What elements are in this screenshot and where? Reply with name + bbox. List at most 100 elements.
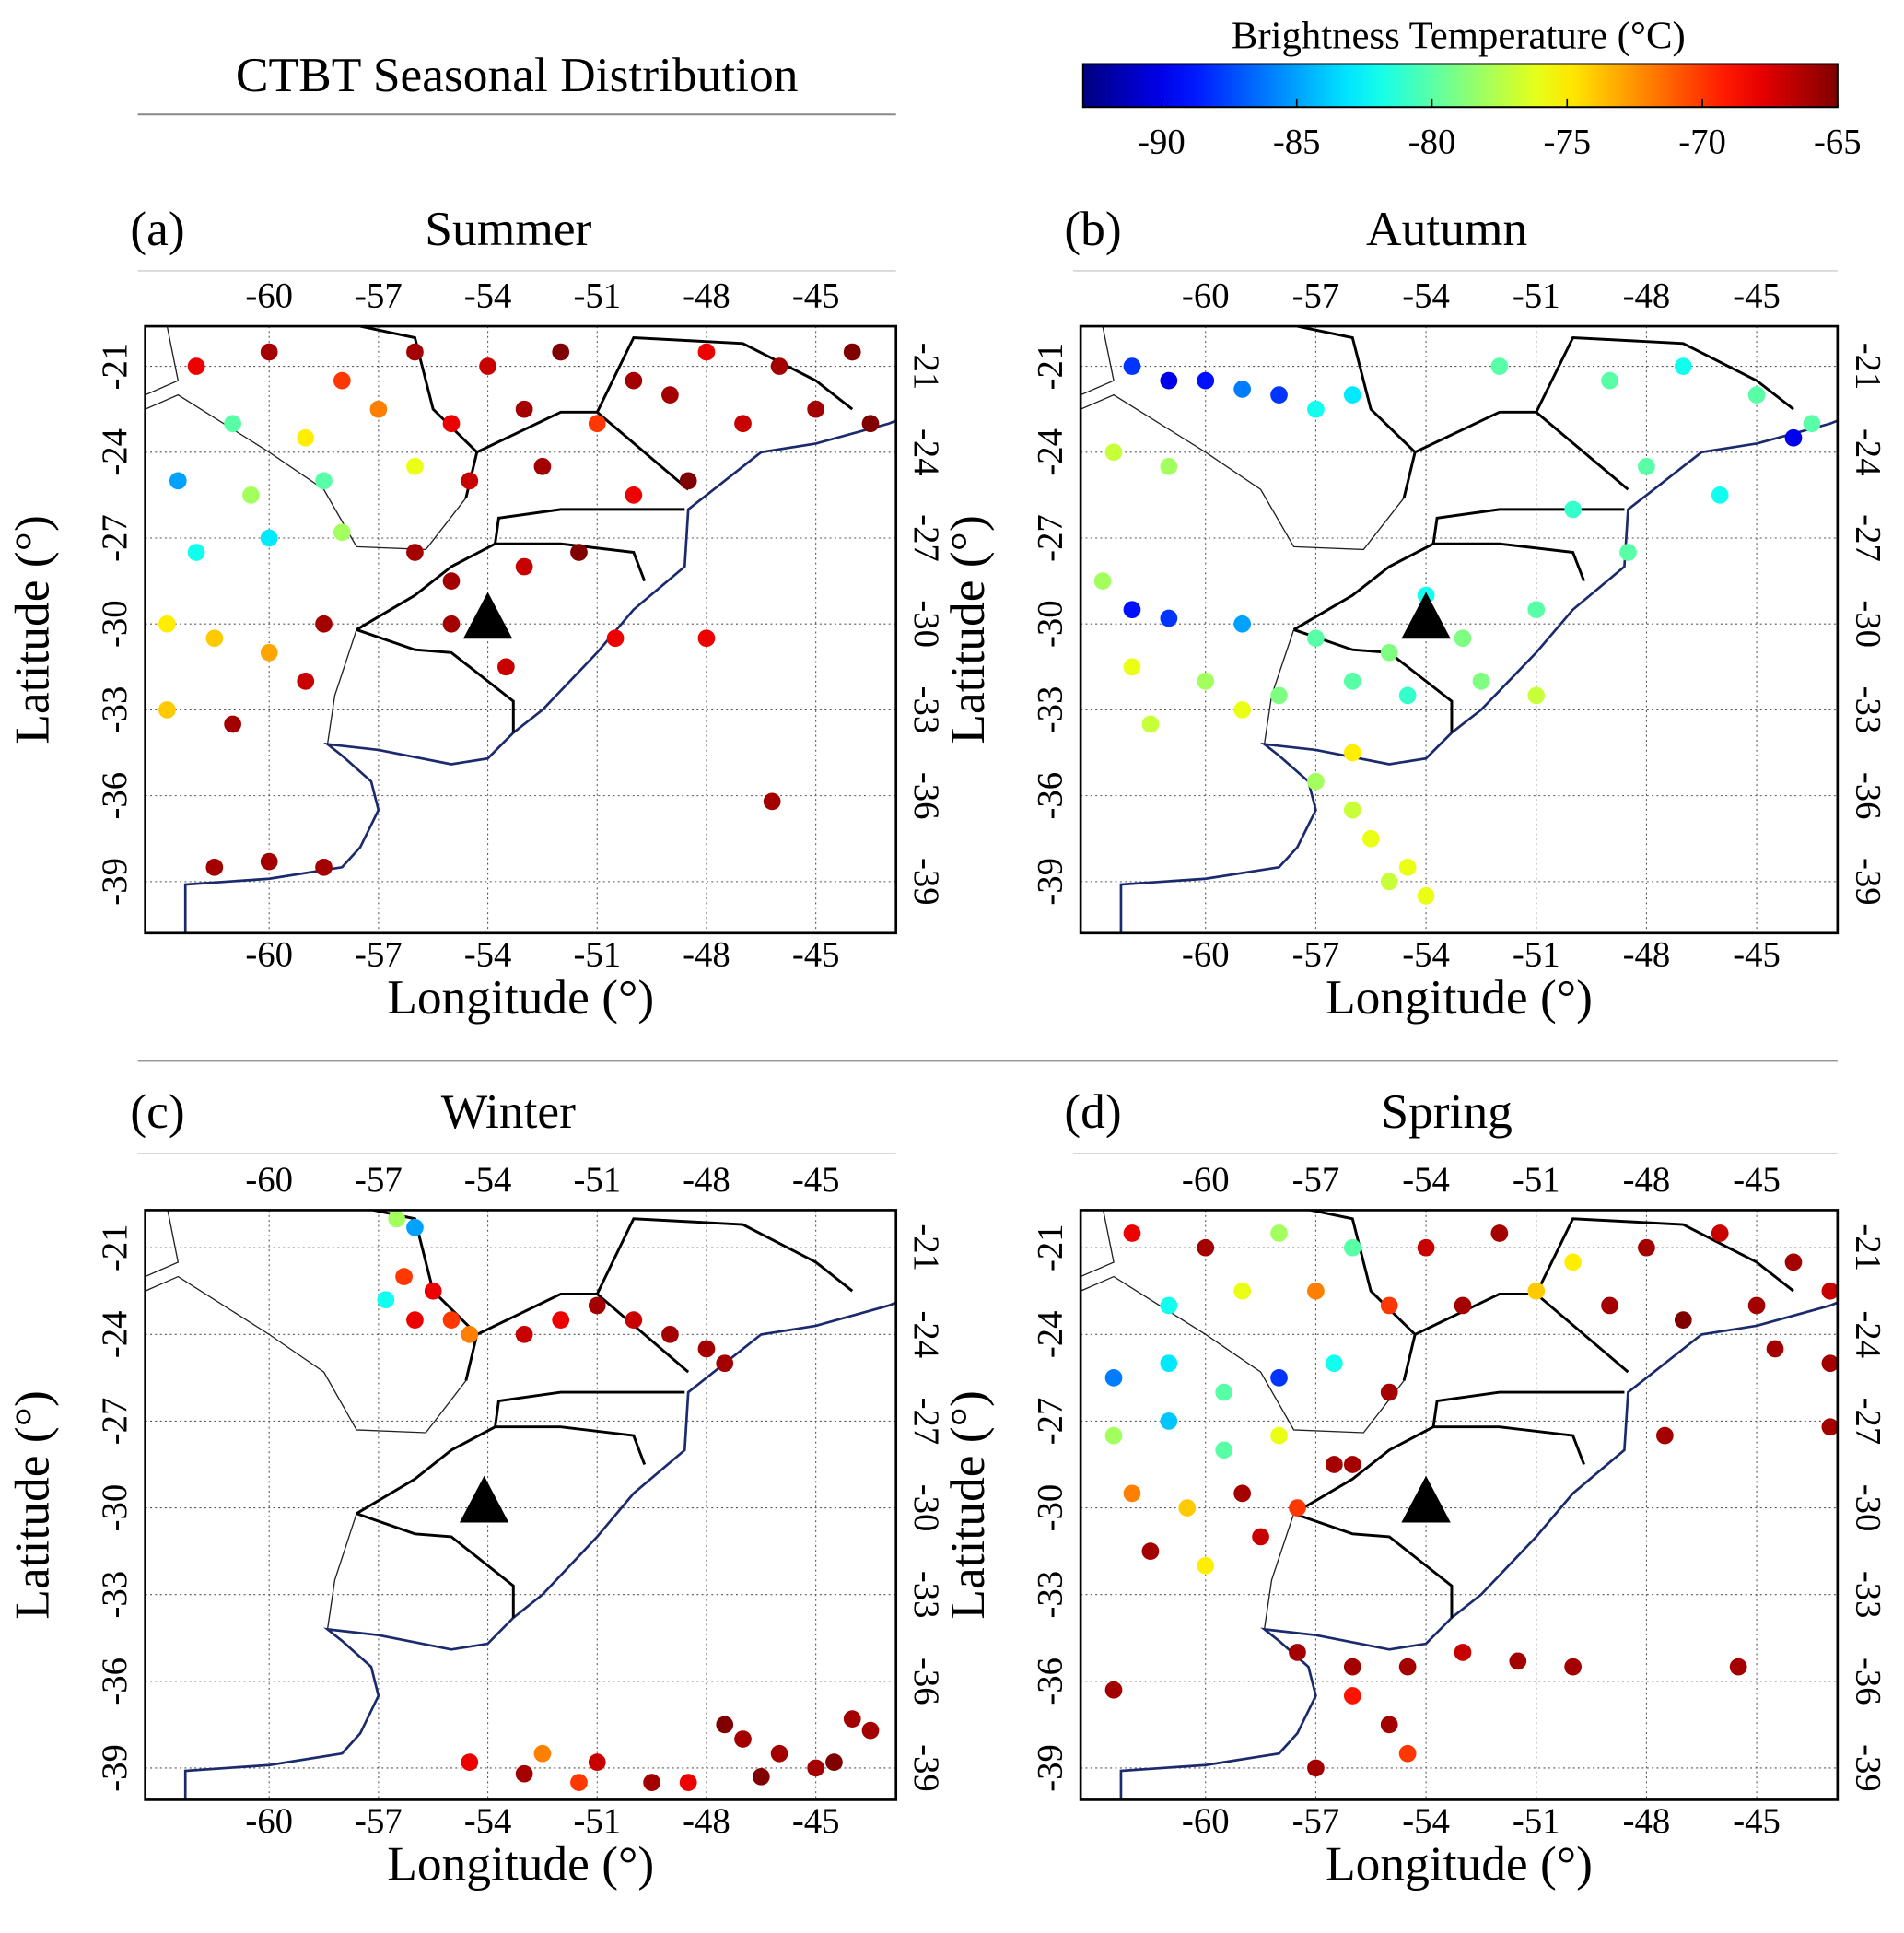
cloud-top-point [1380,1383,1398,1401]
x-tick-label-top: -60 [245,276,293,316]
cloud-top-point [734,1730,752,1748]
cloud-top-point [861,1721,880,1740]
y-tick-label: -39 [95,1744,134,1792]
x-axis-label: Longitude (°) [387,969,654,1025]
state-border [356,628,515,733]
cloud-top-point [1674,1311,1692,1329]
cloud-top-point [1472,673,1490,690]
y-axis-label: Latitude (°) [4,1390,59,1619]
cloud-top-point [770,357,788,375]
cloud-top-point [1326,1354,1343,1373]
site-marker [1401,592,1451,639]
state-border [464,410,690,498]
cloud-top-point [1380,643,1398,662]
cloud-top-point [1803,415,1821,433]
cloud-top-point [1380,1296,1398,1315]
cloud-top-point [1343,1687,1361,1705]
cloud-top-point [1747,386,1766,404]
panel-title: Winter [441,1084,576,1139]
cloud-top-point [1233,381,1251,398]
cloud-top-point [1821,1282,1838,1300]
x-tick-label-top: -51 [1513,1160,1560,1200]
cloud-top-point [1527,1282,1546,1300]
cloud-top-point [1104,1369,1123,1387]
cloud-top-point [552,1311,570,1329]
cloud-top-point [461,472,479,490]
cloud-top-point [406,343,424,361]
x-tick-label-top: -51 [573,1160,621,1200]
panel: (c) Winter Longitude (°) Latitude (°) -60 -60… [4,1084,946,1891]
cloud-top-point [1490,357,1509,375]
cloud-top-point [158,701,176,719]
panel-label: (b) [1064,201,1121,256]
cloud-top-point [1197,1556,1215,1575]
state-border [1431,508,1625,545]
cloud-top-point [260,852,278,871]
x-tick-label: -57 [355,934,403,974]
cloud-top-point [1343,673,1361,690]
state-border [1303,1210,1417,1336]
x-tick-label-top: -57 [1292,1160,1340,1200]
cloud-top-point [1380,1716,1398,1734]
y-tick-label-right: -39 [1848,1744,1887,1792]
cloud-top-point [643,1774,660,1791]
y-tick-label-right: -30 [906,1484,946,1532]
x-tick-label: -45 [1733,1801,1781,1841]
cloud-top-point [1233,615,1251,633]
x-tick-label-top: -57 [355,276,403,316]
cloud-top-point [406,1311,424,1329]
x-tick-label-top: -45 [1733,276,1781,316]
state-border [356,1512,515,1618]
y-tick-label-right: -33 [1848,1571,1887,1619]
cloud-top-point [1104,443,1123,462]
cloud-top-point [752,1767,770,1786]
cloud-top-point [205,858,224,876]
x-tick-label-top: -54 [1402,1160,1450,1200]
state-border [1402,1292,1629,1381]
state-border [1297,326,1417,453]
x-tick-label-top: -57 [1292,276,1340,316]
cloud-top-point [515,557,533,576]
cloud-top-point [697,343,716,361]
panel-label: (d) [1064,1084,1121,1139]
cloud-top-point [461,1325,479,1343]
plot-frame [1079,324,1840,935]
x-tick-label: -60 [1182,934,1230,974]
cloud-top-point [1711,486,1729,504]
y-tick-label: -36 [1031,772,1070,820]
state-border [1535,1217,1794,1295]
colorbar-tick-label: -85 [1273,123,1321,162]
colorbar [1081,63,1839,109]
border-thin [145,326,180,396]
cloud-top-point [388,1210,406,1228]
y-tick-label-right: -30 [1848,600,1887,648]
y-tick-label: -33 [1031,1571,1070,1619]
cloud-top-point [1270,686,1288,705]
map [145,326,896,933]
cloud-top-point [1454,1296,1472,1315]
y-tick-label: -27 [95,514,134,562]
border-thin [1080,393,1405,551]
cloud-top-point [679,472,697,490]
cloud-top-point [395,1268,413,1285]
border-thin [1080,1210,1115,1278]
panel: (b) Autumn Longitude (°) Latitude (°) -60 -60… [940,201,1888,1025]
coastline [1119,419,1838,933]
y-tick-label-right: -27 [906,514,946,562]
y-tick-label: -21 [1031,343,1070,391]
cloud-top-point [497,658,515,676]
cloud-top-point [661,386,679,404]
cloud-top-point [1215,1441,1233,1459]
x-tick-label: -54 [464,1801,512,1841]
y-tick-label: -36 [95,772,134,820]
cloud-top-point [1215,1383,1233,1401]
cloud-top-point [1564,500,1582,519]
x-axis-label: Longitude (°) [1326,969,1593,1025]
y-tick-label-right: -21 [906,343,946,391]
points [1104,1224,1838,1777]
y-tick-label: -30 [95,1484,134,1532]
state-border [1293,1512,1454,1618]
state-border [494,508,685,545]
cloud-top-point [315,472,333,490]
colorbar-title: Brightness Temperature (°C) [1232,15,1686,58]
